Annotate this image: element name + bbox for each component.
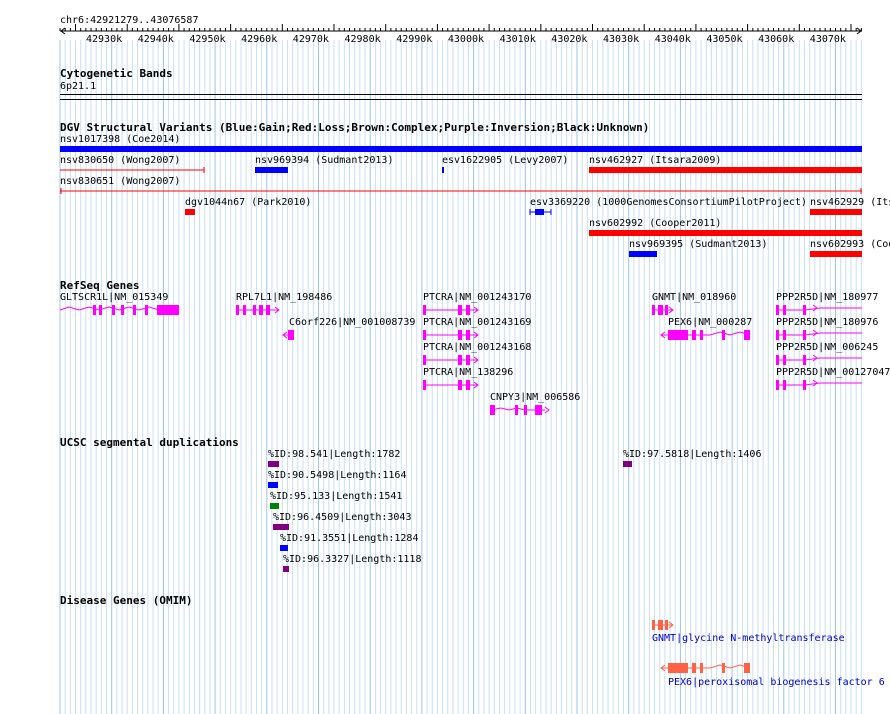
segdup-label[interactable]: %ID:96.4509|Length:3043 [273,512,412,523]
ruler-tick-label: 43060k [758,34,795,45]
ruler-tick-label: 43070k [809,34,846,45]
segdup-label[interactable]: %ID:91.3551|Length:1284 [280,533,419,544]
dgv-feature-label[interactable]: nsv602993 (Coo [810,239,890,250]
dgv-feature-label[interactable]: dgv1044n67 (Park2010) [185,197,312,208]
gene-label[interactable]: PPP2R5D|NM_006245 [776,342,879,353]
dgv-feature-bar[interactable] [255,167,288,173]
gene-model[interactable] [775,303,863,317]
segdup-bar[interactable] [280,545,288,551]
dgv-feature-label[interactable]: nsv969394 (Sudmant2013) [255,155,394,166]
segdup-label[interactable]: %ID:95.133|Length:1541 [270,491,403,502]
gene-model[interactable] [775,353,863,367]
omim-gene-model[interactable] [651,618,677,632]
gene-label[interactable]: PPP2R5D|NM_180976 [776,317,879,328]
segdup-bar[interactable] [623,461,632,467]
dgv-feature-label[interactable]: nsv830650 (Wong2007) [60,155,181,166]
ruler-tick-label: 43020k [551,34,588,45]
ruler-tick-label: 43010k [499,34,536,45]
segdup-bar[interactable] [270,503,279,509]
cytoband-line-top [60,94,862,95]
gene-model[interactable] [422,378,482,392]
ruler-tick-label: 42990k [396,34,433,45]
gene-label[interactable]: PTCRA|NM_138296 [423,367,514,378]
omim-gene-model[interactable] [660,661,754,675]
omim-gene-label[interactable]: GNMT|glycine N-methyltransferase [652,633,845,644]
dgv-feature-bar[interactable] [629,251,657,257]
gene-model[interactable] [489,403,553,417]
refseq-track-title: RefSeq Genes [60,279,140,292]
dgv-feature-bar[interactable] [60,146,862,152]
dgv-feature-label[interactable]: nsv462929 (Its [810,197,890,208]
gene-model[interactable] [660,328,754,342]
dgv-feature-bar[interactable] [185,209,195,215]
dgv-feature-bar[interactable] [810,209,862,215]
ruler-tick-label: 42940k [137,34,174,45]
segdup-label[interactable]: %ID:96.3327|Length:1118 [283,554,422,565]
gene-label[interactable]: CNPY3|NM_006586 [490,392,581,403]
gene-model[interactable] [422,303,482,317]
cytoband-line-bottom [60,99,862,100]
cytoband-track-title: Cytogenetic Bands [60,67,173,80]
ruler-tick-label: 43040k [654,34,691,45]
dgv-feature-bar[interactable] [529,208,553,216]
gene-label[interactable]: GNMT|NM_018960 [652,292,737,303]
segdup-bar[interactable] [268,461,279,467]
gene-model[interactable] [775,328,863,342]
gene-model[interactable] [422,353,482,367]
dgv-feature-bar[interactable] [58,166,208,174]
segdup-label[interactable]: %ID:90.5498|Length:1164 [268,470,407,481]
dgv-feature-label[interactable]: nsv830651 (Wong2007) [60,176,181,187]
segdup-label[interactable]: %ID:97.5818|Length:1406 [623,449,762,460]
segdup-bar[interactable] [283,566,289,572]
segdup-label[interactable]: %ID:98.541|Length:1782 [268,449,401,460]
gene-label[interactable]: PTCRA|NM_001243170 [423,292,532,303]
gene-label[interactable]: C6orf226|NM_001008739 [289,317,416,328]
ruler-tick-label: 42950k [189,34,226,45]
gene-label[interactable]: PTCRA|NM_001243168 [423,342,532,353]
dgv-feature-label[interactable]: nsv602992 (Cooper2011) [589,218,722,229]
segdup-bar[interactable] [273,524,289,530]
ruler-tick-label: 43000k [447,34,485,45]
dgv-track-title: DGV Structural Variants (Blue:Gain;Red:L… [60,121,650,134]
gene-label[interactable]: PEX6|NM_000287 [668,317,753,328]
omim-gene-label[interactable]: PEX6|peroxisomal biogenesis factor 6 [668,677,885,688]
dgv-feature-label[interactable]: nsv462927 (Itsara2009) [589,155,722,166]
cytoband-label[interactable]: 6p21.1 [60,81,97,92]
ruler-tick-label: 43050k [706,34,743,45]
dgv-feature-bar[interactable] [442,167,444,173]
dgv-feature-bar[interactable] [589,167,862,173]
gene-label[interactable]: PTCRA|NM_001243169 [423,317,532,328]
dgv-feature-label[interactable]: esv3369220 (1000GenomesConsortiumPilotPr… [530,197,807,208]
gene-label[interactable]: RPL7L1|NM_198486 [236,292,333,303]
dgv-feature-label[interactable]: esv1622905 (Levy2007) [442,155,569,166]
ruler-tick-label: 42930k [86,34,123,45]
gene-label[interactable]: GLTSCR1L|NM_015349 [60,292,169,303]
segdup-track-title: UCSC segmental duplications [60,436,239,449]
gene-label[interactable]: PPP2R5D|NM_00127047 [776,367,890,378]
gene-model[interactable] [59,303,181,317]
dgv-feature-bar[interactable] [810,251,862,257]
dgv-feature-bar[interactable] [58,187,864,195]
omim-track-title: Disease Genes (OMIM) [60,594,193,607]
ruler-tick-label: 42970k [292,34,329,45]
gene-label[interactable]: PPP2R5D|NM_180977 [776,292,879,303]
gene-model[interactable] [775,378,863,392]
gene-model[interactable] [235,303,285,317]
dgv-feature-label[interactable]: nsv969395 (Sudmant2013) [629,239,768,250]
ruler-tick-label: 42960k [241,34,278,45]
dgv-feature-bar[interactable] [589,230,862,236]
gene-model[interactable] [651,303,677,317]
ruler-tick-label: 43030k [603,34,640,45]
gene-model[interactable] [282,328,296,342]
locus-label: chr6:42921279..43076587 [60,15,199,26]
ruler-tick-label: 42980k [344,34,381,45]
ruler[interactable] [0,0,890,50]
dgv-feature-label[interactable]: nsv1017398 (Coe2014) [60,134,181,145]
gene-model[interactable] [422,328,482,342]
segdup-bar[interactable] [268,482,278,488]
